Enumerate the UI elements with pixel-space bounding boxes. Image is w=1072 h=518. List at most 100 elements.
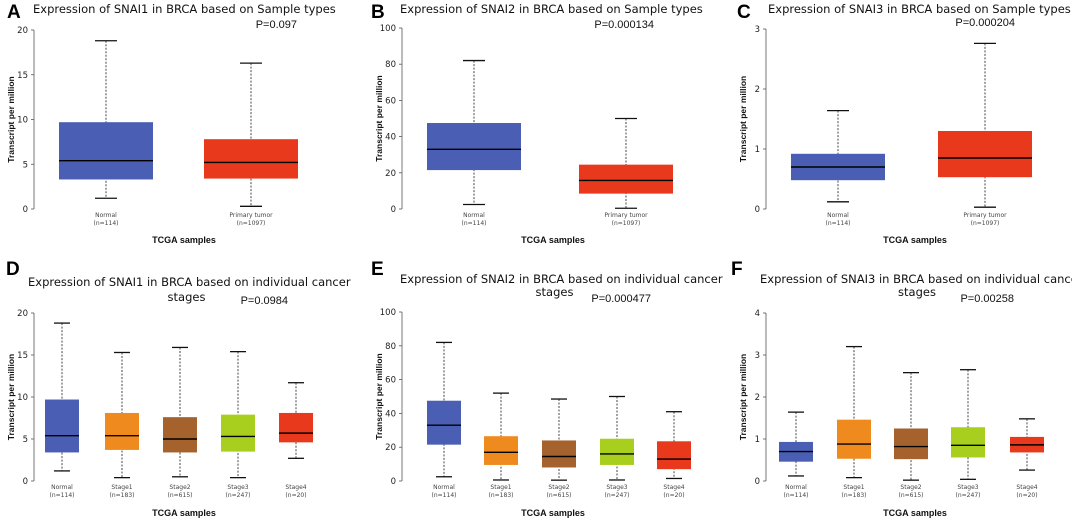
category-label: Stage2 <box>169 484 190 491</box>
category-label: Stage1 <box>490 484 511 491</box>
y-tick-label: 1 <box>755 145 760 155</box>
y-tick-label: 100 <box>380 308 396 318</box>
chart-title: stages <box>168 290 206 304</box>
box-normal: Normal(n=114) <box>59 40 153 227</box>
category-label: Stage3 <box>227 484 248 491</box>
category-count: (n=1097) <box>237 220 266 227</box>
category-label: Normal <box>785 484 807 491</box>
y-tick-label: 0 <box>755 477 760 487</box>
iqr-box <box>105 412 139 450</box>
y-tick-label: 40 <box>385 409 396 419</box>
category-count: (n=20) <box>285 492 306 499</box>
iqr-box <box>579 164 673 194</box>
y-tick-label: 3 <box>755 351 760 361</box>
iqr-box <box>279 412 313 443</box>
box-stage1: Stage1(n=183) <box>484 392 518 499</box>
category-label: Stage4 <box>1016 484 1037 491</box>
y-axis-label: Transcript per million <box>374 75 384 161</box>
x-axis-label: TCGA samples <box>152 235 216 245</box>
category-count: (n=1097) <box>612 220 641 227</box>
category-count: (n=114) <box>432 492 457 499</box>
box-primary-tumor: Primary tumor(n=1097) <box>938 42 1032 227</box>
box-stage4: Stage4(n=20) <box>279 382 313 499</box>
y-tick-label: 5 <box>23 160 28 170</box>
chart-title: Expression of SNAI2 in BRCA based on ind… <box>400 272 723 286</box>
category-label: Stage2 <box>900 484 921 491</box>
y-tick-label: 80 <box>385 342 396 352</box>
p-value: P=0.00258 <box>960 293 1014 305</box>
box-stage3: Stage3(n=247) <box>221 350 255 499</box>
iqr-box <box>45 399 79 453</box>
category-label: Stage2 <box>548 484 569 491</box>
box-stage2: Stage2(n=615) <box>894 371 928 499</box>
box-normal: Normal(n=114) <box>779 411 813 499</box>
category-count: (n=183) <box>842 492 867 499</box>
category-label: Stage1 <box>111 484 132 491</box>
box-normal: Normal(n=114) <box>45 322 79 499</box>
category-label: Normal <box>463 212 485 219</box>
category-label: Primary tumor <box>963 212 1007 219</box>
y-tick-label: 0 <box>391 205 396 215</box>
box-normal: Normal(n=114) <box>791 109 885 227</box>
iqr-box <box>951 427 985 458</box>
panel-label: B <box>371 2 385 23</box>
category-count: (n=1097) <box>971 220 1000 227</box>
iqr-box <box>837 419 871 459</box>
chart-title: Expression of SNAI3 in BRCA based on ind… <box>760 272 1072 286</box>
p-value: P=0.000477 <box>591 293 651 305</box>
category-count: (n=615) <box>547 492 572 499</box>
category-label: Normal <box>433 484 455 491</box>
category-label: Normal <box>827 212 849 219</box>
iqr-box <box>59 122 153 180</box>
chart-title: Expression of SNAI1 in BRCA based on ind… <box>28 275 351 289</box>
box-primary-tumor: Primary tumor(n=1097) <box>204 62 298 227</box>
y-tick-label: 20 <box>17 309 28 319</box>
y-tick-label: 4 <box>755 309 760 319</box>
category-label: Primary tumor <box>229 212 273 219</box>
box-stage4: Stage4(n=20) <box>657 411 691 499</box>
panel-label: C <box>737 2 751 23</box>
iqr-box <box>221 414 255 452</box>
panel-label: A <box>7 2 21 23</box>
category-count: (n=615) <box>168 492 193 499</box>
y-tick-label: 15 <box>17 351 28 361</box>
iqr-box <box>600 438 634 465</box>
chart-title: Expression of SNAI2 in BRCA based on Sam… <box>400 2 703 16</box>
y-axis-label: Transcript per million <box>6 354 16 440</box>
p-value: P=0.0984 <box>241 295 288 307</box>
box-stage2: Stage2(n=615) <box>163 346 197 499</box>
category-count: (n=114) <box>50 492 75 499</box>
panel-f: F Expression of SNAI3 in BRCA based on in… <box>731 259 1072 518</box>
y-tick-label: 5 <box>23 435 28 445</box>
category-count: (n=20) <box>663 492 684 499</box>
panel-label: D <box>6 259 20 280</box>
chart-title: stages <box>898 285 936 299</box>
iqr-box <box>204 139 298 179</box>
y-axis-label: Transcript per million <box>738 76 748 162</box>
chart-title: Expression of SNAI3 in BRCA based on Sam… <box>768 2 1071 16</box>
iqr-box <box>657 441 691 470</box>
iqr-box <box>163 417 197 453</box>
iqr-box <box>542 440 576 468</box>
panel-label: E <box>371 259 384 280</box>
category-count: (n=247) <box>956 492 981 499</box>
category-label: Stage4 <box>285 484 306 491</box>
y-tick-label: 80 <box>385 60 396 70</box>
p-value: P=0.097 <box>256 19 297 31</box>
iqr-box <box>427 123 521 171</box>
y-tick-label: 100 <box>380 24 396 34</box>
y-tick-label: 15 <box>17 71 28 81</box>
panel-e: E Expression of SNAI2 in BRCA based on in… <box>371 259 723 518</box>
chart-title: stages <box>536 285 574 299</box>
y-tick-label: 2 <box>755 393 760 403</box>
category-label: Stage1 <box>843 484 864 491</box>
panel-d: D Expression of SNAI1 in BRCA based on in… <box>6 259 351 518</box>
y-tick-label: 0 <box>23 205 28 215</box>
box-stage1: Stage1(n=183) <box>837 345 871 499</box>
y-tick-label: 3 <box>755 25 760 35</box>
y-tick-label: 20 <box>17 26 28 36</box>
y-tick-label: 0 <box>391 477 396 487</box>
box-primary-tumor: Primary tumor(n=1097) <box>579 117 673 227</box>
category-count: (n=247) <box>226 492 251 499</box>
